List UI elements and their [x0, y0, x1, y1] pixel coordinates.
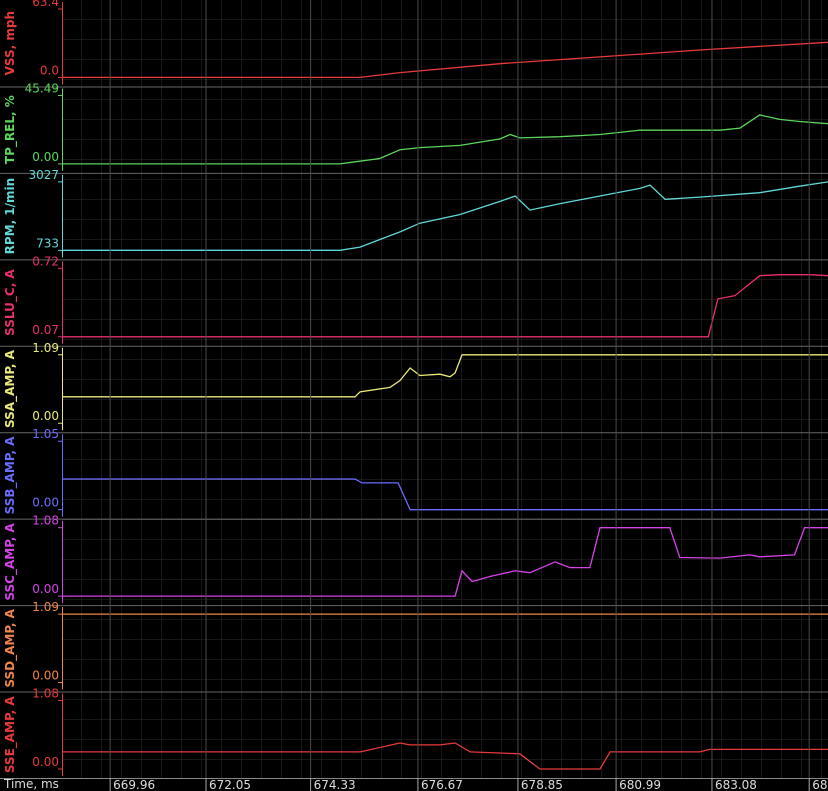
y-tick-label: 0.00: [32, 755, 59, 769]
y-tick-label: 63.4: [32, 0, 59, 9]
y-tick-label: 1.05: [32, 427, 59, 441]
series-line: [62, 742, 828, 770]
x-tick-label: 680.99: [619, 778, 661, 791]
y-tick-label: 0.00: [32, 409, 59, 423]
series-line: [62, 41, 828, 79]
y-tick-label: 0.07: [32, 323, 59, 337]
y-axis-label: SSE_AMP, A: [3, 696, 18, 774]
series-line: [62, 274, 828, 338]
y-tick-label: 0.0: [40, 63, 59, 77]
x-tick-label: 683.08: [715, 778, 757, 791]
x-tick-label: 68: [812, 778, 827, 791]
series-line: [62, 354, 828, 398]
x-tick-label: 676.67: [421, 778, 463, 791]
y-tick-label: 0.00: [32, 150, 59, 164]
y-axis-label: SSLU_C, A: [3, 269, 18, 336]
series-line: [62, 478, 828, 511]
series-line: [62, 114, 828, 165]
grid-pattern: [62, 0, 828, 778]
y-axis-label: SSB_AMP, A: [3, 436, 18, 514]
y-tick-label: 0.72: [32, 254, 59, 268]
y-axis-label: SSC_AMP, A: [3, 522, 18, 600]
y-tick-label: 1.09: [32, 341, 59, 355]
y-tick-label: 1.08: [32, 687, 59, 701]
x-tick-label: 669.96: [113, 778, 155, 791]
y-axis-label: TP_REL, %: [3, 95, 18, 164]
y-axis-label: SSD_AMP, A: [3, 608, 18, 687]
y-tick-label: 1.08: [32, 514, 59, 528]
series-line: [62, 527, 828, 597]
y-tick-label: 0.00: [32, 496, 59, 510]
y-axis-label: SSA_AMP, A: [3, 349, 18, 428]
y-tick-label: 45.49: [25, 81, 59, 95]
y-tick-label: 3027: [28, 168, 59, 182]
x-tick-label: 678.85: [521, 778, 563, 791]
series-line: [62, 181, 828, 251]
x-axis-label: Time, ms: [3, 777, 59, 791]
y-tick-label: 1.09: [32, 600, 59, 614]
x-tick-label: 672.05: [209, 778, 251, 791]
x-tick-label: 674.33: [314, 778, 356, 791]
y-axis-label: VSS, mph: [3, 11, 17, 75]
y-axis-label: RPM, 1/min: [3, 178, 17, 255]
y-tick-label: 0.00: [32, 582, 59, 596]
y-tick-label: 733: [36, 236, 59, 250]
y-tick-label: 0.00: [32, 669, 59, 683]
